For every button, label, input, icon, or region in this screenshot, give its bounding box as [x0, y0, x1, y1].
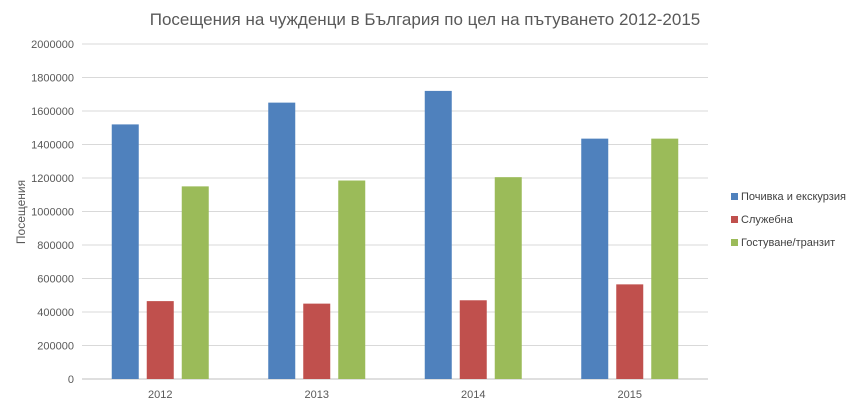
bar-2015-1 — [581, 138, 609, 379]
bar-2013-2 — [303, 303, 331, 379]
bar-2014-2 — [459, 300, 487, 379]
legend-swatch — [731, 239, 738, 246]
y-axis-ticks: 0 200000 400000 600000 800000 1000000 1200000 1… — [31, 39, 74, 386]
bar-2012-2 — [146, 301, 174, 379]
y-tick-label: 1000000 — [31, 207, 74, 219]
legend-label: Служебна — [741, 214, 794, 226]
x-tick-label: 2012 — [148, 389, 172, 401]
legend-swatch — [731, 193, 738, 200]
y-tick-label: 200000 — [37, 341, 74, 353]
chart-title: Посещения на чужденци в България по цел … — [150, 10, 701, 29]
bar-2014-3 — [494, 177, 522, 379]
y-tick-label: 1400000 — [31, 140, 74, 152]
y-tick-label: 800000 — [37, 240, 74, 252]
y-axis-label: Посещения — [14, 180, 28, 244]
legend-swatch — [731, 216, 738, 223]
y-tick-label: 1600000 — [31, 106, 74, 118]
y-tick-label: 400000 — [37, 307, 74, 319]
bar-2015-2 — [616, 284, 644, 379]
bar-2012-3 — [181, 186, 209, 379]
gridlines — [82, 43, 708, 380]
x-tick-label: 2013 — [305, 389, 329, 401]
legend-label: Гостуване/транзит — [741, 237, 835, 249]
x-tick-label: 2014 — [461, 389, 485, 401]
y-tick-label: 1200000 — [31, 173, 74, 185]
bar-2013-1 — [268, 102, 296, 379]
y-tick-label: 2000000 — [31, 39, 74, 51]
y-tick-label: 0 — [68, 374, 74, 386]
bar-2014-1 — [424, 90, 452, 380]
x-tick-label: 2015 — [618, 389, 642, 401]
bar-2015-3 — [651, 138, 679, 379]
y-tick-label: 600000 — [37, 274, 74, 286]
bar-2012-1 — [111, 124, 139, 380]
y-tick-label: 1800000 — [31, 73, 74, 85]
bars — [111, 90, 679, 380]
legend-label: Почивка и екскурзия — [741, 191, 846, 203]
bar-2013-3 — [338, 180, 366, 379]
x-axis-ticks: 2012 2013 2014 2015 — [148, 389, 642, 401]
legend: Почивка и екскурзия Служебна Гостуване/тра… — [731, 191, 846, 249]
